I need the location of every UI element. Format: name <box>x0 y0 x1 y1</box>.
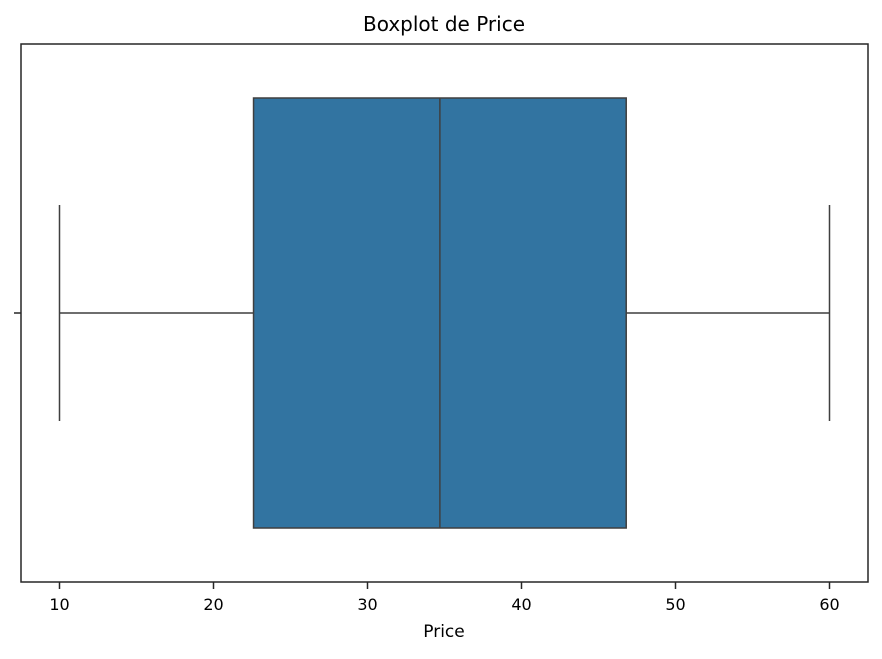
chart-title: Boxplot de Price <box>363 12 525 36</box>
x-axis-label: Price <box>423 622 464 642</box>
plot-layer <box>58 97 831 529</box>
x-tick-label: 10 <box>49 595 69 614</box>
x-tick-label: 60 <box>819 595 839 614</box>
x-tick-label: 30 <box>357 595 377 614</box>
x-tick-label: 20 <box>203 595 223 614</box>
x-axis-ticks: 10 20 30 40 50 60 <box>49 582 840 614</box>
x-tick-label: 40 <box>511 595 531 614</box>
x-tick-label: 50 <box>665 595 685 614</box>
